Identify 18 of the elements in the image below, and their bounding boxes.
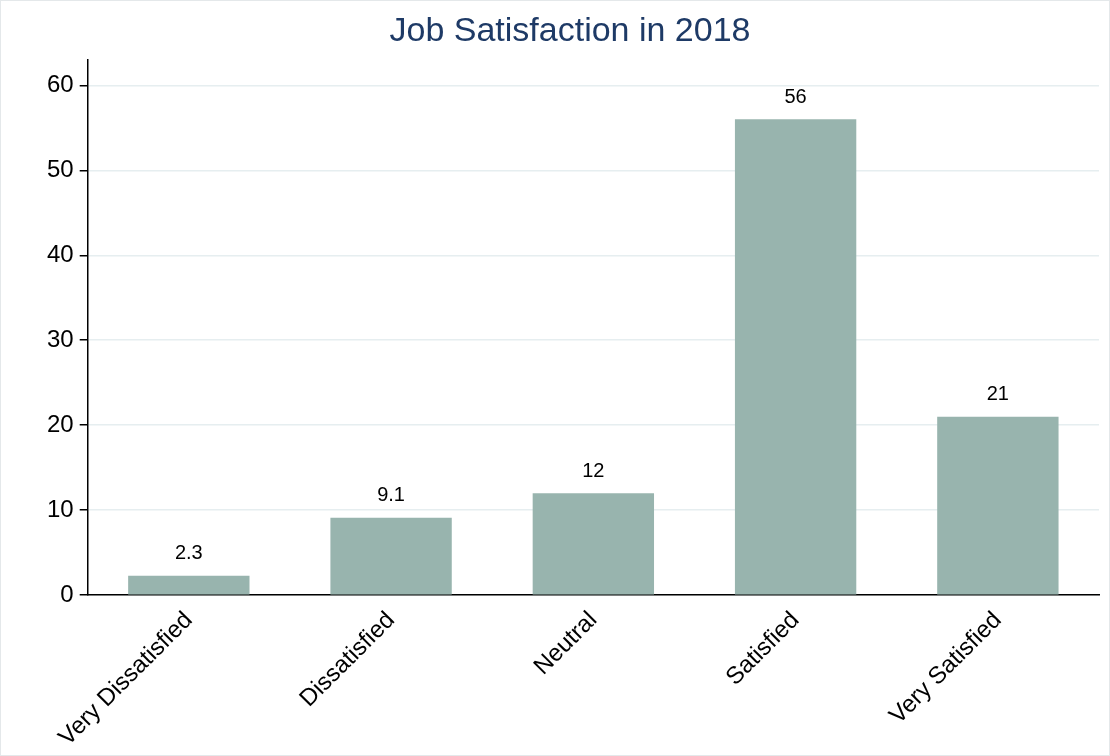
y-tick-label: 30 [46, 324, 74, 352]
bar [937, 416, 1059, 595]
bar [532, 493, 655, 595]
y-tick-label: 50 [46, 154, 74, 182]
y-tick-label: 40 [46, 239, 74, 267]
bar [734, 119, 857, 595]
y-tick-label: 20 [46, 409, 74, 437]
y-tick-label: 10 [46, 494, 74, 522]
chart-title: Job Satisfaction in 2018 [389, 9, 751, 48]
data-label: 12 [582, 458, 605, 481]
data-label: 21 [986, 382, 1009, 405]
data-label: 9.1 [377, 483, 405, 506]
data-label: 56 [784, 84, 807, 107]
y-tick-label: 0 [60, 579, 74, 607]
y-tick-label: 60 [46, 69, 74, 97]
data-label: 2.3 [174, 541, 203, 564]
bar [128, 575, 250, 595]
bar [330, 517, 452, 595]
